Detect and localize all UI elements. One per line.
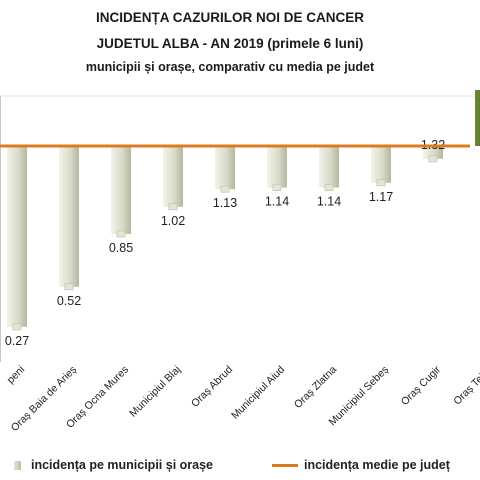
bar bbox=[371, 146, 391, 183]
chart-title: INCIDENȚA CAZURILOR NOI DE CANCER bbox=[96, 10, 364, 25]
data-label: 1.14 bbox=[265, 195, 289, 209]
bar-end-marker bbox=[272, 184, 282, 192]
legend-bar-swatch bbox=[14, 460, 21, 470]
chart-subtitle-1: JUDETUL ALBA - AN 2019 (primele 6 luni) bbox=[96, 36, 364, 51]
bar bbox=[163, 146, 183, 207]
category-label: Oraș Zlatna bbox=[292, 364, 339, 411]
bar bbox=[475, 90, 480, 146]
legend-bars: incidența pe municipii și orașe bbox=[14, 458, 213, 472]
data-label: 1.13 bbox=[213, 196, 237, 210]
chart-subtitle-2: municipii și orașe, comparativ cu media … bbox=[85, 60, 375, 74]
bar bbox=[59, 146, 79, 287]
bar-end-marker bbox=[12, 323, 22, 331]
legend-line-swatch bbox=[272, 463, 298, 467]
bar bbox=[7, 146, 27, 327]
bar bbox=[111, 146, 131, 234]
bar bbox=[423, 146, 443, 159]
bar-end-marker bbox=[324, 184, 334, 192]
category-label: Oraș Cugir bbox=[399, 363, 444, 408]
bar-end-marker bbox=[428, 155, 438, 163]
legend-average: incidența medie pe județ bbox=[272, 458, 450, 472]
data-label: 0.52 bbox=[57, 294, 81, 308]
data-label: 1.17 bbox=[369, 190, 393, 204]
category-label: Oraș Teiuș bbox=[451, 364, 480, 408]
category-label: peni bbox=[5, 364, 28, 387]
bar bbox=[215, 146, 235, 190]
data-label: 0.85 bbox=[109, 241, 133, 255]
data-label: 1.14 bbox=[317, 195, 341, 209]
category-label: Municipiul Aiud bbox=[229, 364, 287, 422]
data-label: 0.27 bbox=[5, 334, 29, 348]
data-label: 1.02 bbox=[161, 214, 185, 228]
bar bbox=[319, 146, 339, 188]
legend-average-label: incidența medie pe județ bbox=[304, 458, 450, 472]
bar-end-marker bbox=[220, 185, 230, 193]
bar-end-marker bbox=[168, 203, 178, 211]
legend-bars-label: incidența pe municipii și orașe bbox=[31, 458, 213, 472]
category-label: Municipiul Blaj bbox=[127, 364, 183, 420]
bar-end-marker bbox=[64, 283, 74, 291]
category-label: Oraș Abrud bbox=[189, 364, 235, 410]
bar bbox=[267, 146, 287, 188]
bar-end-marker bbox=[116, 230, 126, 238]
bar-end-marker bbox=[376, 179, 386, 187]
